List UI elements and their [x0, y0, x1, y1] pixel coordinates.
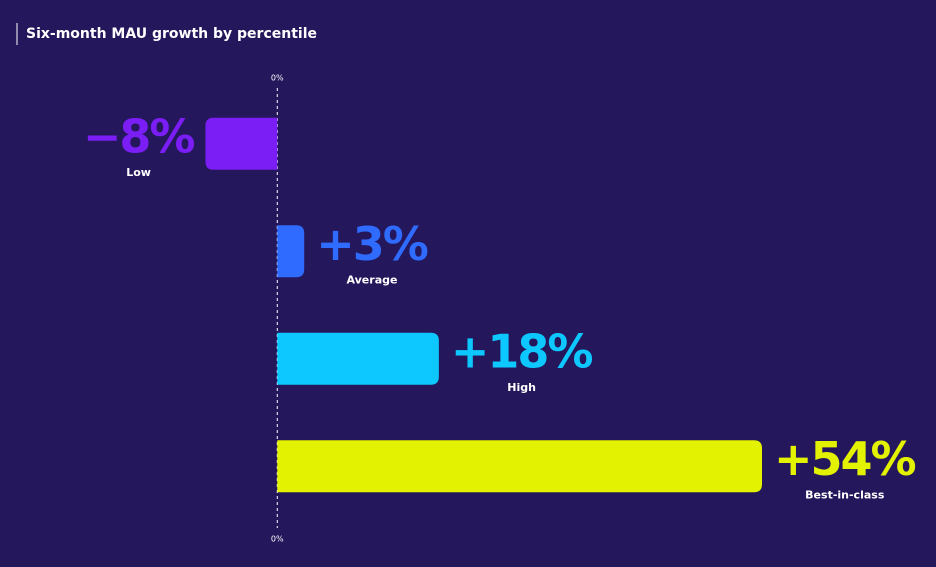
category-label: Low	[126, 166, 151, 179]
category-label: Best-in-class	[805, 488, 885, 501]
value-label: +54%	[774, 432, 916, 486]
category-label: High	[507, 381, 536, 394]
bar	[277, 440, 762, 493]
value-label: −8%	[83, 109, 195, 163]
x-tick-label: 0%	[271, 535, 284, 544]
value-label: +18%	[451, 324, 593, 378]
bar	[205, 117, 278, 170]
x-tick-label: 0%	[271, 74, 284, 83]
bar	[277, 332, 439, 385]
category-label: Average	[347, 273, 398, 286]
bar	[277, 225, 305, 278]
chart-title: Six-month MAU growth by percentile	[26, 26, 317, 42]
value-label: +3%	[316, 217, 428, 271]
